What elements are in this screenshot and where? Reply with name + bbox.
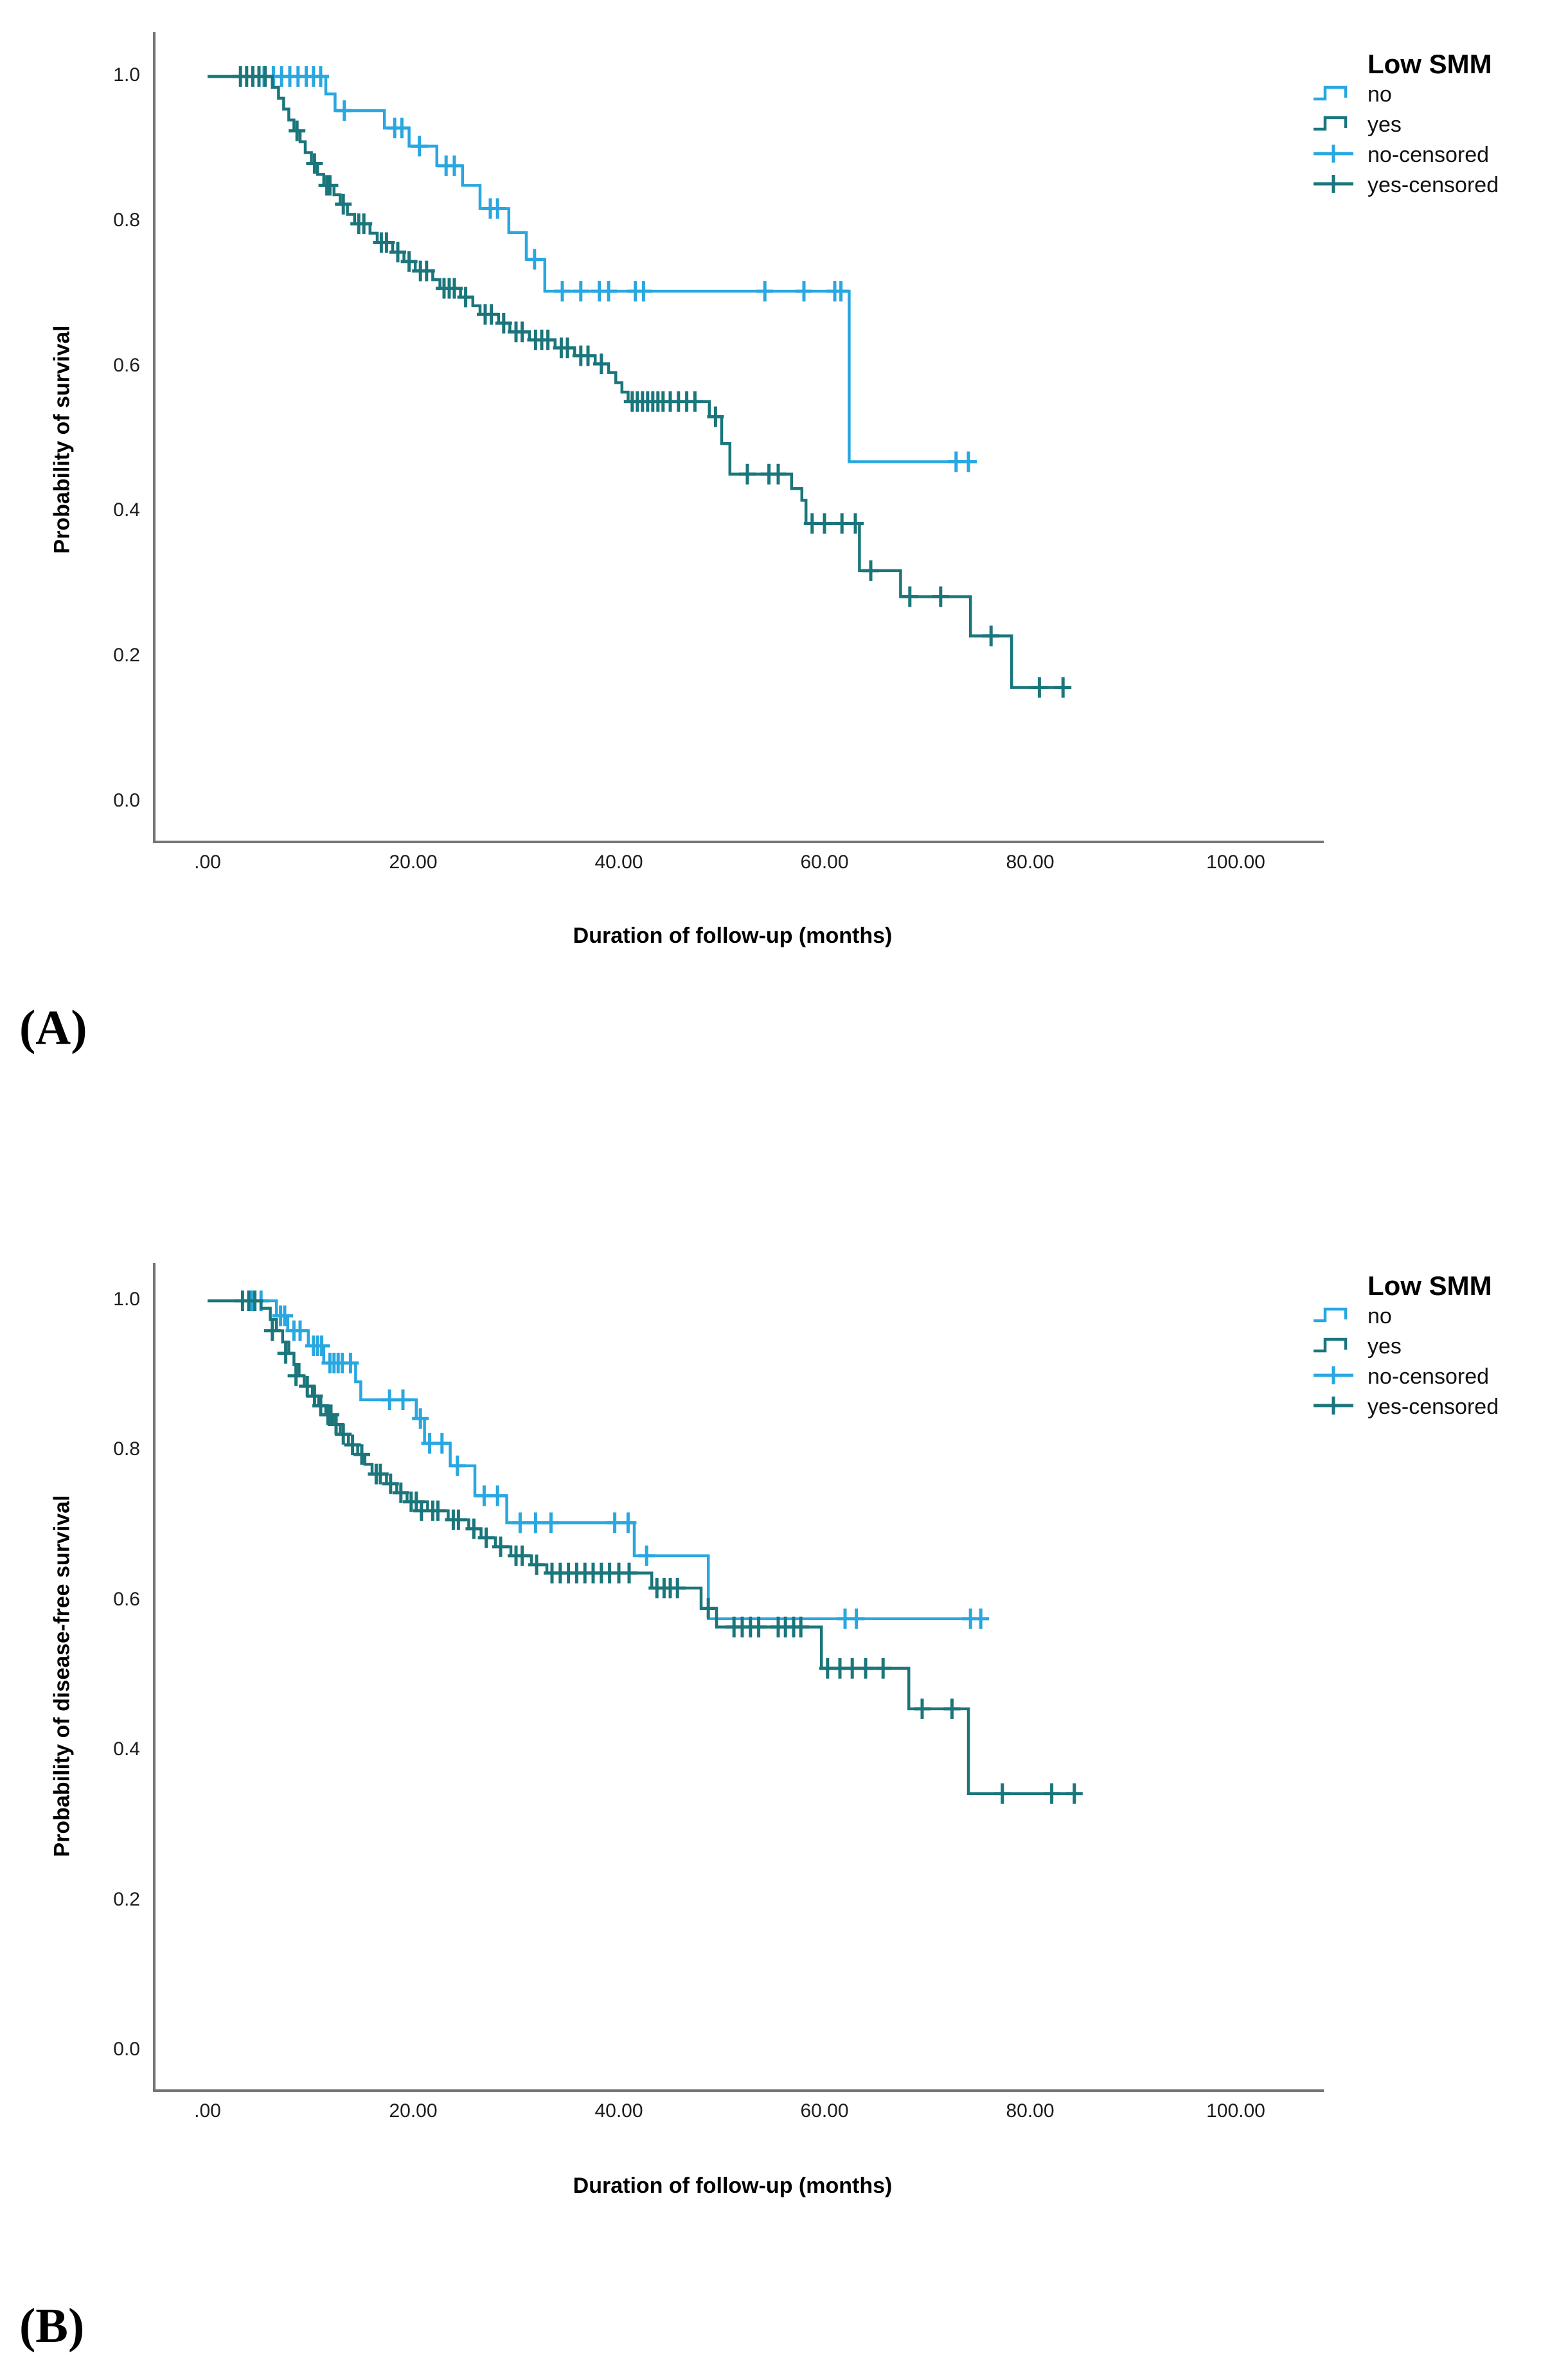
panel-label-a: (A) — [19, 1001, 87, 1055]
legend-item-label: yes-censored — [1368, 1395, 1499, 1419]
y-tick-label: 0.4 — [113, 499, 140, 521]
x-tick-label: 20.00 — [389, 2100, 438, 2121]
legend-item-yes-censored: yes-censored — [1311, 170, 1562, 201]
y-tick-label: 0.6 — [113, 1588, 140, 1610]
y-tick-label: 0.2 — [113, 645, 140, 666]
legend-step-line-icon-yes — [1311, 111, 1365, 139]
legend-censor-cross-icon-yes-censored — [1311, 1393, 1365, 1421]
survival-curve-no-a — [208, 75, 974, 463]
y-tick-label: 1.0 — [113, 1289, 140, 1310]
survival-curve-yes-b — [208, 1299, 1079, 1795]
censor-marks-no-a — [256, 66, 977, 472]
x-tick-label: 60.00 — [800, 852, 849, 873]
legend-item-no-censored: no-censored — [1311, 140, 1562, 170]
y-tick-label: 0.0 — [113, 790, 140, 811]
y-axis-title-b: Probability of disease-free survival — [49, 1495, 75, 1857]
censor-marks-yes-b — [234, 1291, 1083, 1804]
legend-item-yes-censored: yes-censored — [1311, 1392, 1562, 1422]
x-tick-label: 80.00 — [1006, 2100, 1055, 2121]
y-tick-label: 0.2 — [113, 1888, 140, 1910]
x-tick-label: 80.00 — [1006, 852, 1055, 873]
legend-title-a: Low SMM — [1368, 49, 1492, 79]
y-tick-label: 0.8 — [113, 209, 140, 231]
panel-label-b: (B) — [19, 2299, 85, 2353]
y-tick-label: 0.4 — [113, 1738, 140, 1760]
x-tick-label: 60.00 — [800, 2100, 849, 2121]
x-tick-label: .00 — [194, 2100, 221, 2121]
y-tick-label: 1.0 — [113, 64, 140, 85]
legend-censor-cross-icon-no-censored — [1311, 1363, 1365, 1391]
x-tick-label: 40.00 — [594, 852, 643, 873]
y-tick-label: 0.6 — [113, 354, 140, 376]
legend-title-b: Low SMM — [1368, 1271, 1492, 1301]
legend-item-label: no — [1368, 1304, 1392, 1328]
x-tick-label: 100.00 — [1206, 852, 1265, 873]
legend-censor-cross-icon-yes-censored — [1311, 172, 1365, 199]
legend-item-no: no — [1311, 80, 1562, 110]
y-tick-label: 0.8 — [113, 1438, 140, 1460]
legend-item-label: yes — [1368, 1334, 1402, 1359]
legend-a: Low SMM no yes no-censored yes-censored — [1311, 49, 1562, 201]
censor-marks-yes-a — [232, 66, 1072, 698]
legend-item-yes: yes — [1311, 1332, 1562, 1362]
legend-item-label: no-censored — [1368, 143, 1490, 167]
censor-marks-no-b — [243, 1291, 990, 1629]
legend-item-label: yes — [1368, 112, 1402, 137]
x-axis-title-a: Duration of follow-up (months) — [573, 924, 893, 948]
x-tick-label: .00 — [194, 852, 221, 873]
legend-censor-cross-icon-no-censored — [1311, 141, 1365, 169]
legend-item-no-censored: no-censored — [1311, 1362, 1562, 1392]
y-tick-label: 0.0 — [113, 2039, 140, 2060]
legend-step-line-icon-yes — [1311, 1333, 1365, 1361]
legend-b: Low SMM no yes no-censored yes-censored — [1311, 1271, 1562, 1422]
x-tick-label: 20.00 — [389, 852, 438, 873]
legend-item-label: yes-censored — [1368, 173, 1499, 197]
x-axis-title-b: Duration of follow-up (months) — [573, 2174, 893, 2198]
y-axis-title-a: Probability of survival — [49, 325, 75, 554]
axes-panel-a — [153, 32, 1324, 843]
survival-curve-no-b — [208, 1299, 986, 1621]
legend-item-yes: yes — [1311, 110, 1562, 140]
legend-step-line-icon-no — [1311, 1303, 1365, 1330]
legend-item-label: no-censored — [1368, 1364, 1490, 1389]
x-tick-label: 100.00 — [1206, 2100, 1265, 2121]
legend-item-no: no — [1311, 1301, 1562, 1332]
axes-panel-b — [153, 1263, 1324, 2092]
x-tick-label: 40.00 — [594, 2100, 643, 2121]
legend-step-line-icon-no — [1311, 81, 1365, 109]
legend-item-label: no — [1368, 82, 1392, 107]
